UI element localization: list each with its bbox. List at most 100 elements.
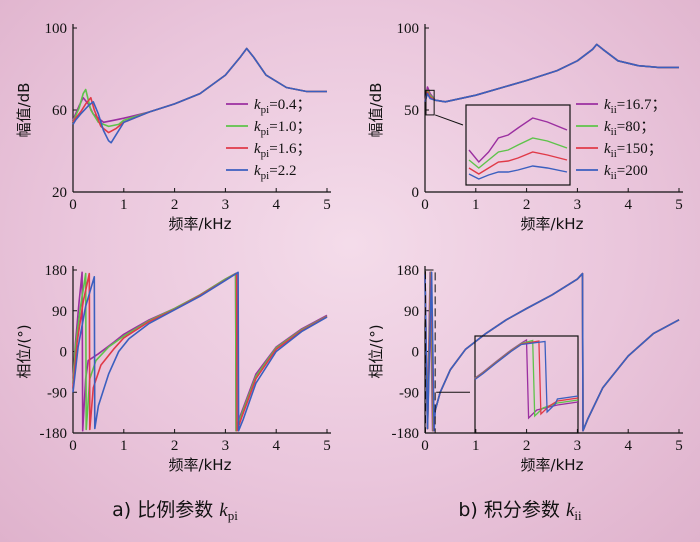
inset-box: [465, 104, 571, 186]
x-tick-label: 5: [323, 438, 331, 454]
y-tick-label: -180: [392, 426, 420, 442]
legend-sub: pi: [261, 104, 270, 116]
legend-entry: kpi=2.2: [254, 163, 296, 182]
legend-sub: ii: [611, 170, 617, 182]
x-tick-label: 3: [222, 197, 230, 213]
series-line-2: [424, 43, 679, 103]
caption-a: a) 比例参数 kpi: [112, 499, 238, 523]
y-tick-label: 0: [60, 345, 68, 361]
legend-entry: kpi=0.4；: [254, 97, 311, 116]
y-tick-label: 180: [45, 263, 68, 279]
x-tick-label: 3: [574, 438, 582, 454]
x-tick-label: 1: [120, 438, 128, 454]
x-tick-label: 3: [574, 197, 582, 213]
x-tick-label: 0: [69, 438, 77, 454]
legend-entry: kii=200: [604, 163, 648, 182]
y-axis-label: 幅值/dB: [367, 83, 385, 138]
y-tick-label: -180: [40, 426, 68, 442]
x-tick-label: 4: [624, 438, 632, 454]
legend-entry: kpi=1.0；: [254, 119, 311, 138]
y-axis-label: 相位/(°): [367, 324, 385, 378]
y-tick-label: -90: [399, 385, 419, 401]
legend-value: =200: [617, 163, 648, 179]
legend-value: =80；: [617, 119, 655, 135]
legend-sym: k: [254, 119, 261, 135]
x-axis-label: 频率/kHz: [169, 456, 232, 474]
x-tick-label: 5: [323, 197, 331, 213]
zoom-region-marker: [425, 89, 435, 116]
caption-a-sub: pi: [228, 508, 239, 523]
legend-entry: kii=80；: [604, 119, 655, 138]
x-tick-label: 4: [272, 197, 280, 213]
caption-b-sym: k: [566, 500, 575, 521]
legend-sym: k: [604, 97, 611, 113]
y-tick-label: 0: [412, 345, 420, 361]
legend-sym: k: [604, 141, 611, 157]
legend-value: =1.6；: [269, 141, 311, 157]
y-tick-label: 0: [412, 185, 420, 201]
series-line-4: [424, 43, 679, 103]
x-tick-label: 2: [523, 197, 531, 213]
x-axis-label: 频率/kHz: [169, 215, 232, 233]
series-line-3: [424, 43, 679, 103]
legend-sub: pi: [261, 126, 270, 138]
x-tick-label: 2: [523, 438, 531, 454]
y-tick-label: 50: [404, 103, 419, 119]
x-tick-label: 4: [272, 438, 280, 454]
series-line-1: [424, 43, 679, 103]
legend-sym: k: [254, 163, 261, 179]
legend-value: =1.0；: [269, 119, 311, 135]
y-tick-label: 100: [45, 21, 68, 37]
inset-series-line: [468, 151, 568, 175]
x-tick-label: 5: [675, 197, 683, 213]
legend-sym: k: [604, 163, 611, 179]
inset-box: [474, 335, 579, 434]
x-axis-label: 频率/kHz: [521, 456, 584, 474]
inset-series-line: [474, 338, 579, 420]
series-line-4: [72, 47, 327, 144]
x-tick-label: 4: [624, 197, 632, 213]
legend-entry: kpi=1.6；: [254, 141, 311, 160]
legend-sym: k: [254, 141, 261, 157]
y-axis-label: 幅值/dB: [15, 83, 33, 138]
legend-sub: ii: [611, 148, 617, 160]
x-tick-label: 2: [171, 197, 179, 213]
legend-entry: kii=16.7；: [604, 97, 667, 116]
y-tick-label: 180: [397, 263, 420, 279]
caption-b-prefix: b) 积分参数: [458, 499, 566, 521]
y-tick-label: 90: [404, 304, 419, 320]
x-tick-label: 5: [675, 438, 683, 454]
inset-series-line: [468, 117, 568, 164]
zoom-region-marker: [425, 269, 436, 434]
legend-sym: k: [254, 97, 261, 113]
series-line-4: [72, 271, 328, 432]
legend-value: =150；: [617, 141, 663, 157]
y-tick-label: 90: [52, 304, 67, 320]
legend-entry: kii=150；: [604, 141, 663, 160]
x-tick-label: 0: [421, 197, 429, 213]
x-tick-label: 1: [472, 197, 480, 213]
caption-a-prefix: a) 比例参数: [112, 499, 219, 521]
panel-a-phase: 0 1 2 3 4 5 -180 -90 0 90 180 频率/kHz 相位/(°): [15, 263, 331, 474]
legend-value: =16.7；: [617, 97, 667, 113]
x-axis-label: 频率/kHz: [521, 215, 584, 233]
series-line-3: [72, 272, 328, 432]
inset-series-line: [468, 165, 568, 180]
y-tick-label: -90: [47, 385, 67, 401]
legend-sym: k: [604, 119, 611, 135]
caption-a-sym: k: [219, 500, 228, 521]
legend-value: =2.2: [269, 163, 296, 179]
x-tick-label: 2: [171, 438, 179, 454]
y-tick-label: 60: [52, 103, 67, 119]
series-line-4: [424, 271, 680, 432]
series-line-2: [72, 272, 328, 432]
inset-series-line: [468, 137, 568, 169]
legend-sub: pi: [261, 148, 270, 160]
legend-sub: ii: [611, 104, 617, 116]
panel-b-phase: 0 1 2 3 4 5 -180 -90 0 90 180 频率/kHz 相位/(°): [367, 263, 683, 474]
legend-value: =0.4；: [269, 97, 311, 113]
caption-b-sub: ii: [574, 508, 582, 523]
caption-b: b) 积分参数 kii: [458, 499, 582, 523]
y-axis-label: 相位/(°): [15, 324, 33, 378]
